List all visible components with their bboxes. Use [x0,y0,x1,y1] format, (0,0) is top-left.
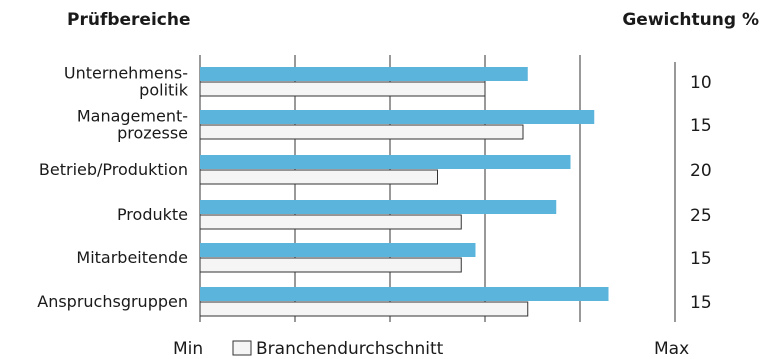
bar-score [200,67,528,81]
category-label: Management- [77,107,188,126]
category-label: politik [139,81,189,100]
column-header-gewichtung: Gewichtung % [622,10,759,30]
column-header-pruefbereiche: Prüfbereiche [67,10,191,30]
weight-value: 15 [690,116,712,136]
gridlines [199,55,581,322]
bar-branchendurchschnitt [199,301,529,317]
category-label: Unternehmens- [64,64,188,83]
bar-score [200,155,571,169]
weight-values: 10 15 20 25 15 15 [690,73,712,313]
category-label: prozesse [117,124,188,143]
bar-branchendurchschnitt [199,214,462,230]
legend-label-branchendurchschnitt: Branchendurchschnitt [256,339,444,359]
category-label: Betrieb/Produktion [39,160,188,179]
category-labels: Unternehmens-politik Management-prozesse B… [37,64,188,312]
legend-swatch-branchendurchschnitt [232,340,252,356]
bar-score [200,110,595,124]
bar-score [200,200,557,214]
bar-branchendurchschnitt [199,257,462,273]
category-label: Mitarbeitende [76,248,188,267]
bars [199,67,609,317]
weight-value: 15 [690,249,712,269]
bar-branchendurchschnitt [199,124,524,140]
weight-value: 10 [690,73,712,93]
weight-value: 25 [690,206,712,226]
x-axis-min-label: Min [173,339,203,359]
bar-score [200,287,609,301]
bar-branchendurchschnitt [199,81,486,97]
category-label: Anspruchsgruppen [37,292,188,311]
bar-branchendurchschnitt [199,169,438,185]
weight-value: 15 [690,293,712,313]
weight-value: 20 [690,161,712,181]
bar-score [200,243,476,257]
x-axis-max-label: Max [654,339,689,359]
category-label: Produkte [117,205,188,224]
